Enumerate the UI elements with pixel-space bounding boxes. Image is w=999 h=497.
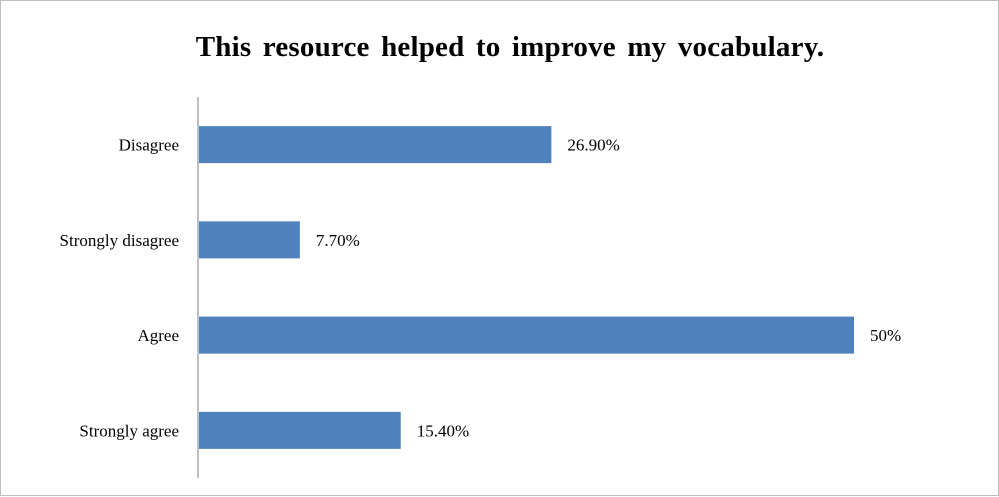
data-label: 15.40% [417,421,469,440]
data-label: 26.90% [567,136,619,155]
chart-title: This resource helped to improve my vocab… [195,31,825,63]
bar-strongly-disagree [199,221,300,259]
bar-agree [199,316,854,354]
data-label: 7.70% [316,231,360,250]
category-label: Strongly agree [79,421,179,440]
category-label: Disagree [119,136,179,155]
data-label: 50% [870,326,901,345]
category-label: Agree [137,326,179,345]
bar-disagree [199,126,552,164]
category-label: Strongly disagree [60,231,179,250]
bar-strongly-agree [199,411,401,449]
